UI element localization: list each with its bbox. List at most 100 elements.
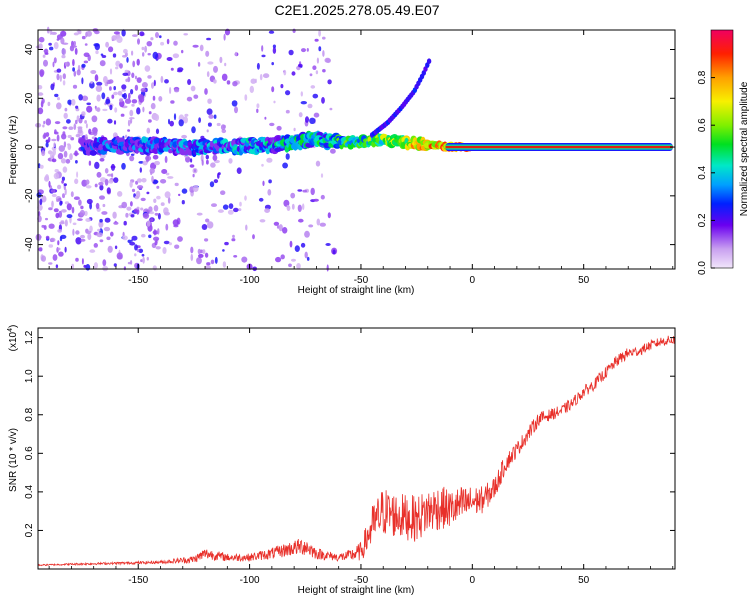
noise-speck xyxy=(139,167,142,173)
noise-speck xyxy=(88,128,92,135)
noise-speck xyxy=(181,188,188,194)
noise-speck xyxy=(38,36,45,43)
noise-speck xyxy=(44,175,50,182)
noise-speck xyxy=(160,179,167,184)
noise-speck xyxy=(165,223,169,231)
noise-speck xyxy=(93,43,100,47)
noise-speck xyxy=(136,178,142,183)
noise-speck xyxy=(121,94,126,98)
noise-speck xyxy=(236,167,242,174)
noise-speck xyxy=(152,154,159,160)
noise-speck xyxy=(66,203,72,211)
noise-speck xyxy=(125,212,129,218)
noise-speck xyxy=(134,84,139,91)
noise-speck xyxy=(113,177,119,184)
noise-speck xyxy=(307,103,313,109)
noise-speck xyxy=(168,242,172,246)
noise-speck xyxy=(205,154,209,160)
noise-speck xyxy=(235,51,237,57)
noise-speck xyxy=(62,131,66,136)
noise-speck xyxy=(330,148,336,154)
noise-speck xyxy=(36,192,42,198)
noise-speck xyxy=(109,86,112,91)
spec-x-tick-label: -50 xyxy=(354,275,369,286)
noise-speck xyxy=(53,42,59,50)
noise-speck xyxy=(154,212,159,216)
noise-speck xyxy=(315,70,319,75)
noise-speck xyxy=(152,230,159,235)
noise-speck xyxy=(127,261,131,265)
noise-speck xyxy=(160,41,165,46)
noise-speck xyxy=(138,161,144,164)
noise-speck xyxy=(216,122,221,127)
noise-speck xyxy=(155,128,160,135)
spectrogram-marks xyxy=(35,26,673,272)
noise-speck xyxy=(64,246,67,253)
noise-speck xyxy=(56,102,62,110)
noise-speck xyxy=(147,75,152,79)
noise-speck xyxy=(220,190,226,195)
noise-speck xyxy=(80,238,86,242)
noise-speck xyxy=(142,106,145,113)
noise-speck xyxy=(63,112,68,119)
noise-speck xyxy=(45,217,48,221)
noise-speck xyxy=(74,150,78,157)
noise-speck xyxy=(288,263,292,268)
noise-speck xyxy=(93,130,98,137)
noise-speck xyxy=(232,81,238,87)
noise-speck xyxy=(84,120,87,124)
noise-speck xyxy=(45,118,52,126)
noise-speck xyxy=(302,203,305,210)
noise-speck xyxy=(192,44,199,48)
noise-speck xyxy=(146,220,151,227)
noise-speck xyxy=(99,154,106,159)
noise-speck xyxy=(190,158,193,163)
noise-speck xyxy=(221,73,228,82)
noise-speck xyxy=(99,218,103,223)
noise-speck xyxy=(85,123,88,129)
noise-speck xyxy=(218,172,221,176)
noise-speck xyxy=(42,124,45,128)
spec-x-tick-label: -100 xyxy=(240,275,260,286)
noise-speck xyxy=(122,72,129,77)
noise-speck xyxy=(48,262,53,265)
noise-speck xyxy=(300,91,303,97)
snr-y-ticks: 0.2 0.4 0.6 0.8 1.0 1.2 xyxy=(24,330,675,537)
noise-speck xyxy=(131,72,135,79)
noise-speck xyxy=(223,33,226,41)
noise-speck xyxy=(322,50,325,57)
noise-speck xyxy=(60,234,67,239)
noise-speck xyxy=(54,93,59,98)
noise-speck xyxy=(48,137,51,142)
snr-y-tick-label: 0.4 xyxy=(24,484,35,498)
noise-speck xyxy=(64,219,68,227)
noise-speck xyxy=(201,224,208,230)
noise-speck xyxy=(95,85,103,92)
noise-speck xyxy=(96,232,103,238)
noise-speck xyxy=(142,212,150,219)
noise-speck xyxy=(190,246,194,254)
noise-speck xyxy=(271,86,275,93)
noise-speck xyxy=(111,35,117,41)
noise-speck xyxy=(99,184,104,191)
noise-speck xyxy=(322,69,326,73)
noise-speck xyxy=(174,182,179,187)
noise-speck xyxy=(269,122,275,127)
noise-speck xyxy=(129,241,136,246)
noise-speck xyxy=(196,212,203,216)
noise-speck xyxy=(206,159,209,165)
ridge-core xyxy=(445,145,673,149)
noise-speck xyxy=(108,46,114,53)
noise-speck xyxy=(332,249,336,255)
noise-speck xyxy=(131,99,138,104)
snr-x-tick-label: -150 xyxy=(128,575,148,586)
noise-speck xyxy=(194,169,196,173)
noise-speck xyxy=(297,63,303,68)
noise-speck xyxy=(130,89,134,95)
noise-speck xyxy=(148,111,152,115)
noise-speck xyxy=(207,122,212,127)
noise-speck xyxy=(261,163,264,167)
noise-speck xyxy=(95,107,100,112)
noise-speck xyxy=(70,191,74,198)
